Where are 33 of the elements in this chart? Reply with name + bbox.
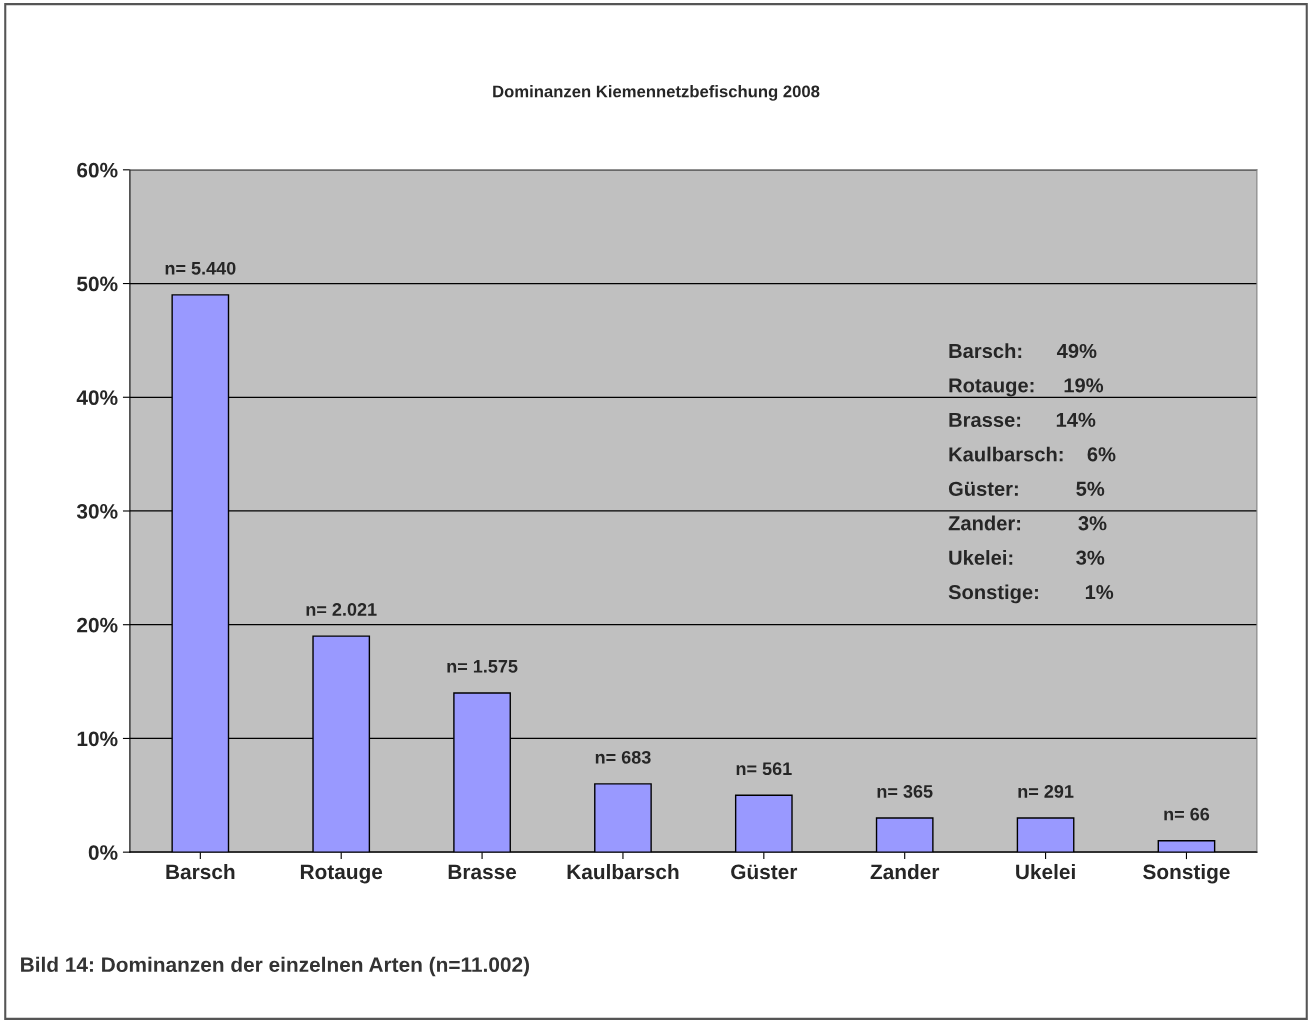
text: Bild 14: Dominanzen der einzelnen Arten (n=11.002) — [21, 956, 529, 977]
y-tick-label: 60% — [77, 162, 118, 178]
annotation: Zander: 3% — [948, 515, 1107, 531]
y-tick-label: 0% — [88, 845, 118, 860]
annotation: Rotauge: 19% — [949, 378, 1104, 397]
x-tick-label: Zander — [870, 863, 940, 880]
annotation: Sonstige: 1% — [948, 584, 1114, 604]
annotation: n= 66 — [1164, 807, 1210, 821]
annotation: Barsch: 49% — [949, 343, 1097, 359]
x-tick-label: Ukelei — [1016, 863, 1075, 880]
annotation: n= 365 — [877, 785, 933, 798]
x-tick-label: Brasse — [448, 864, 517, 880]
chart-title: Dominanzen Kiemennetzbefischung 2008 — [493, 85, 820, 101]
annotation: Ukelei: 3% — [949, 550, 1105, 565]
y-tick-label: 20% — [77, 617, 118, 633]
x-tick-label: Güster — [731, 864, 798, 880]
y-tick-label: 30% — [76, 503, 118, 519]
y-tick-label: 50% — [77, 276, 118, 292]
annotation: Güster: 5% — [948, 481, 1105, 496]
annotation: n= 5.440 — [165, 261, 236, 275]
annotation: n= 561 — [736, 762, 792, 776]
y-tick-label: 40% — [76, 390, 118, 406]
x-tick-label: Sonstige — [1143, 863, 1230, 884]
x-tick-label: Kaulbarsch — [567, 863, 679, 880]
x-tick-label: Barsch — [166, 863, 235, 880]
annotation: Brasse: 14% — [949, 412, 1096, 428]
y-tick-label: 10% — [77, 731, 118, 747]
annotation: n= 2.021 — [306, 603, 377, 616]
annotation: n= 1.575 — [447, 660, 518, 673]
annotation: n= 683 — [595, 750, 651, 764]
annotation: Kaulbarsch: 6% — [949, 446, 1116, 462]
x-tick-label: Rotauge — [300, 864, 383, 884]
annotation: n= 291 — [1018, 785, 1074, 798]
